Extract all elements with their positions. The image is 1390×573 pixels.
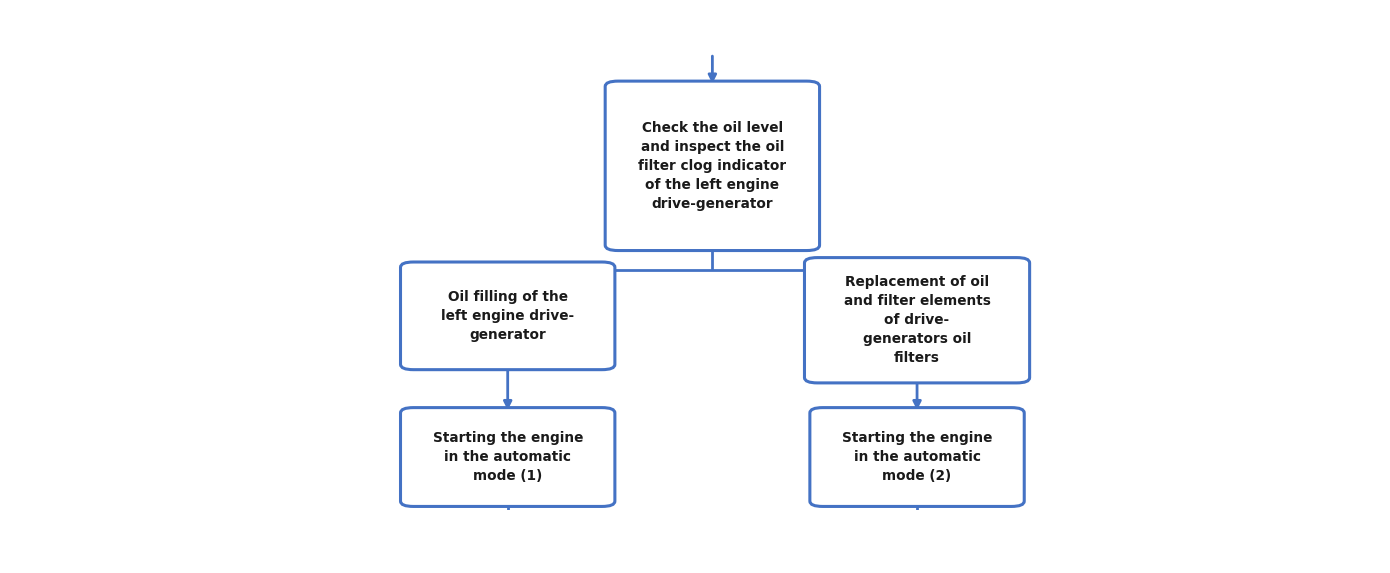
FancyBboxPatch shape bbox=[810, 407, 1024, 507]
FancyBboxPatch shape bbox=[605, 81, 820, 250]
Text: Starting the engine
in the automatic
mode (2): Starting the engine in the automatic mod… bbox=[842, 431, 992, 483]
Text: Starting the engine
in the automatic
mode (1): Starting the engine in the automatic mod… bbox=[432, 431, 582, 483]
FancyBboxPatch shape bbox=[400, 262, 614, 370]
Text: Check the oil level
and inspect the oil
filter clog indicator
of the left engine: Check the oil level and inspect the oil … bbox=[638, 121, 787, 211]
FancyBboxPatch shape bbox=[805, 258, 1030, 383]
Text: Replacement of oil
and filter elements
of drive-
generators oil
filters: Replacement of oil and filter elements o… bbox=[844, 276, 991, 365]
Text: Oil filling of the
left engine drive-
generator: Oil filling of the left engine drive- ge… bbox=[441, 290, 574, 342]
FancyBboxPatch shape bbox=[400, 407, 614, 507]
